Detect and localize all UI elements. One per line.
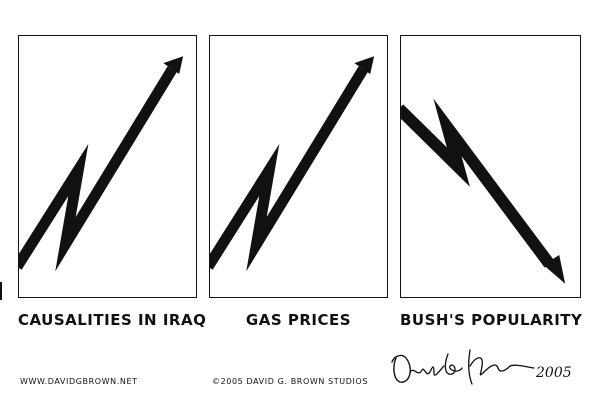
- website-credit: WWW.DAVIDGBROWN.NET: [20, 377, 138, 386]
- arrow-head: [163, 56, 184, 75]
- edge-tick-mark: [0, 282, 2, 300]
- arrow-head: [543, 255, 566, 284]
- panel-casualties: [18, 35, 197, 298]
- caption-casualties: CAUSALITIES IN IRAQ: [18, 311, 207, 329]
- zigzag-arrow-line: [210, 66, 368, 272]
- copyright-notice: ©2005 DAVID G. BROWN STUDIOS: [212, 377, 368, 386]
- caption-popularity: BUSH'S POPULARITY: [400, 311, 583, 329]
- caption-gas-prices: GAS PRICES: [245, 311, 352, 329]
- panel-gas-prices: [209, 35, 388, 298]
- arrow-head: [354, 56, 375, 75]
- zigzag-arrow-line: [19, 66, 177, 272]
- panel-popularity: [400, 35, 581, 298]
- falling-arrow-chart: [401, 98, 566, 284]
- signature-year: 2005: [536, 365, 572, 381]
- artist-signature: [391, 349, 535, 385]
- rising-arrow-chart: [19, 56, 184, 272]
- rising-arrow-chart: [210, 56, 375, 272]
- zigzag-arrow-line: [401, 98, 555, 268]
